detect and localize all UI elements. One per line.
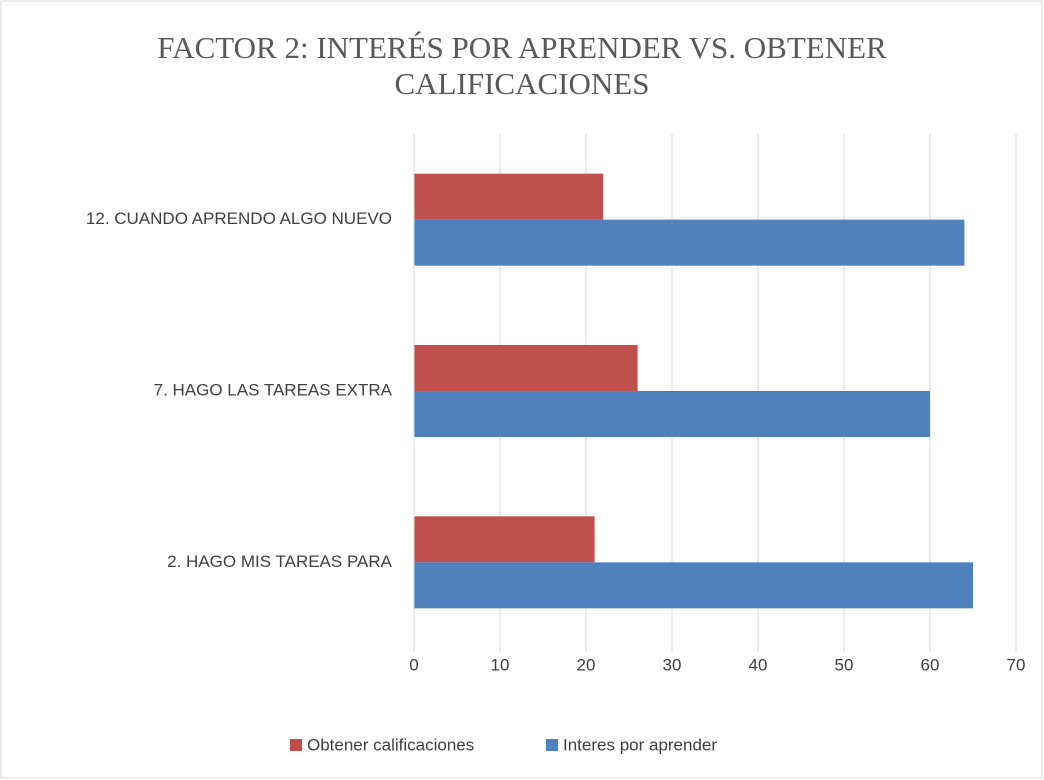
bar — [414, 345, 638, 391]
legend-label: Interes por aprender — [563, 735, 717, 754]
x-tick-label: 40 — [749, 655, 768, 674]
legend-label: Obtener calificaciones — [307, 735, 474, 754]
bar — [414, 173, 604, 220]
x-tick-label: 60 — [921, 655, 940, 674]
bar — [414, 516, 595, 563]
x-tick-label: 70 — [1007, 655, 1026, 674]
chart-title: FACTOR 2: INTERÉS POR APRENDER VS. OBTEN… — [157, 30, 887, 101]
y-tick-label: 12. CUANDO APRENDO ALGO NUEVO — [86, 209, 392, 228]
x-tick-label: 50 — [835, 655, 854, 674]
x-tick-label: 20 — [577, 655, 596, 674]
legend-swatch — [546, 739, 558, 751]
y-tick-label: 7. HAGO LAS TAREAS EXTRA — [154, 380, 393, 399]
bar — [414, 391, 930, 437]
bar — [414, 562, 973, 609]
x-tick-label: 0 — [409, 655, 418, 674]
x-tick-label: 30 — [663, 655, 682, 674]
bar — [414, 219, 965, 266]
y-tick-label: 2. HAGO MIS TAREAS PARA — [167, 552, 392, 571]
legend-swatch — [290, 739, 302, 751]
x-tick-label: 10 — [491, 655, 510, 674]
